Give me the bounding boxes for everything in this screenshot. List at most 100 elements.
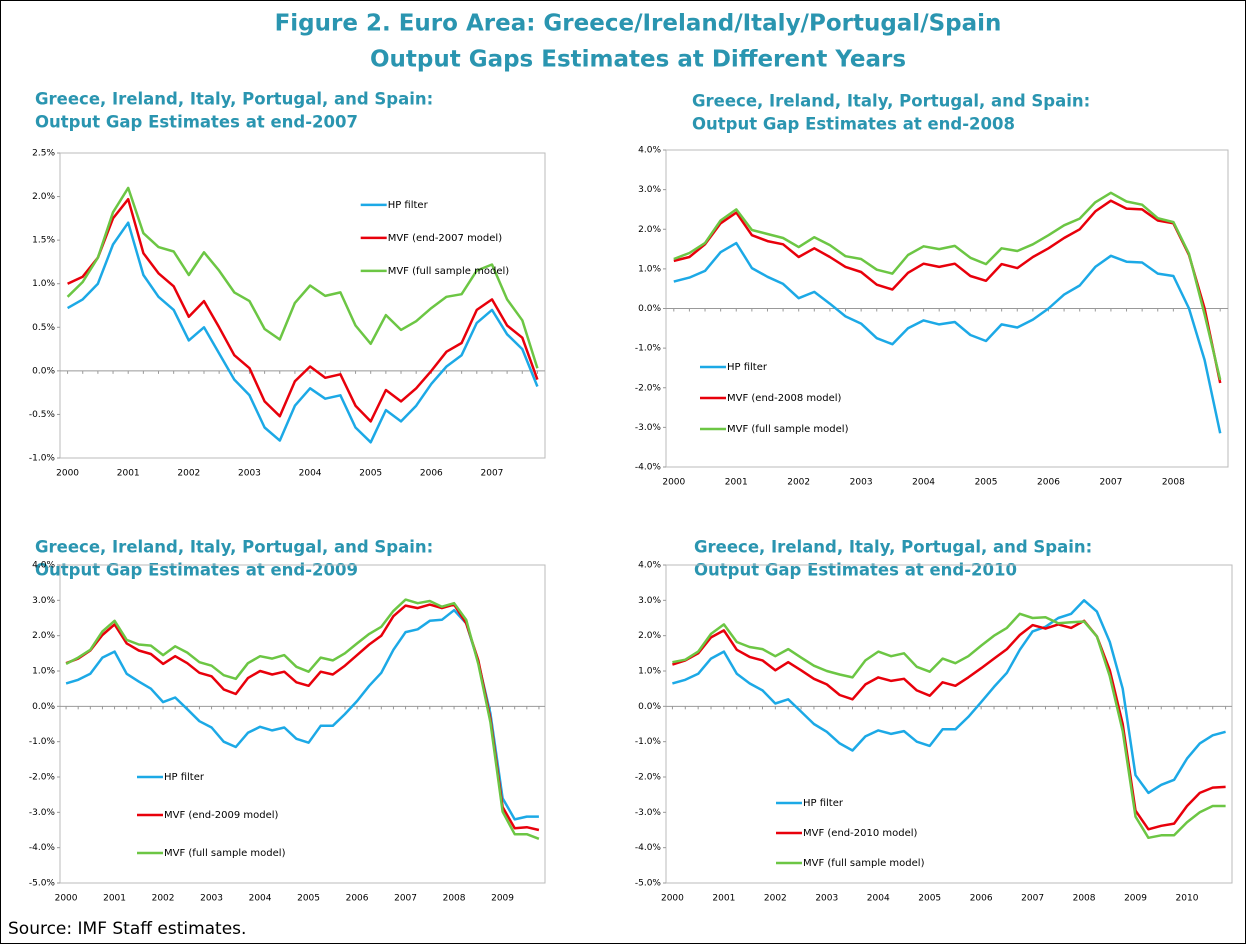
y-tick-label: -1.0% [635, 344, 662, 354]
legend-label: MVF (end-2009 model) [164, 810, 279, 821]
series-line [67, 197, 539, 423]
plot-area [59, 152, 546, 459]
x-tick-label: 2007 [1021, 894, 1044, 904]
x-tick-label: 2006 [420, 469, 443, 479]
x-tick-label: 2004 [299, 469, 322, 479]
figure-title: Figure 2. Euro Area: Greece/Ireland/Ital… [275, 11, 1002, 37]
x-tick-label: 2005 [918, 894, 941, 904]
source-note: Source: IMF Staff estimates. [8, 919, 246, 939]
y-tick-label: -3.0% [29, 808, 56, 818]
legend-label: MVF (end-2010 model) [803, 828, 918, 839]
x-tick-label: 2003 [815, 894, 838, 904]
x-tick-label: 2007 [394, 894, 417, 904]
y-tick-label: -3.0% [635, 423, 662, 433]
y-tick-label: -4.0% [29, 843, 56, 853]
y-tick-label: 2.0% [32, 631, 55, 641]
y-tick-label: -5.0% [635, 879, 662, 889]
x-tick-label: 2002 [764, 894, 787, 904]
series-line [65, 608, 539, 821]
y-tick-label: 1.5% [32, 236, 55, 246]
chart-title: Output Gap Estimates at end-2008 [692, 115, 1015, 134]
x-tick-label: 2003 [200, 894, 223, 904]
x-tick-label: 2002 [152, 894, 175, 904]
y-tick-label: 1.0% [32, 667, 55, 677]
x-tick-label: 2000 [55, 894, 78, 904]
y-tick-label: 1.0% [32, 279, 55, 289]
series-line [65, 598, 540, 840]
series-line [673, 199, 1222, 384]
y-tick-label: 3.0% [32, 596, 55, 606]
x-tick-label: 2010 [1176, 894, 1199, 904]
plot-area [59, 564, 546, 884]
y-tick-label: 1.0% [638, 667, 661, 677]
x-tick-label: 2009 [491, 894, 514, 904]
y-tick-label: 1.0% [638, 264, 661, 274]
y-tick-label: 3.0% [638, 596, 661, 606]
x-tick-label: 2005 [359, 469, 382, 479]
y-tick-label: -3.0% [635, 808, 662, 818]
legend-label: HP filter [727, 362, 768, 373]
chart-title: Output Gap Estimates at end-2009 [35, 561, 358, 580]
chart-title: Greece, Ireland, Italy, Portugal, and Sp… [35, 538, 433, 557]
series-line [66, 186, 539, 369]
legend-label: HP filter [164, 772, 205, 783]
chart-title: Greece, Ireland, Italy, Portugal, and Sp… [35, 90, 433, 109]
y-tick-label: 0.0% [32, 702, 55, 712]
legend-label: HP filter [803, 798, 844, 809]
y-tick-label: -2.0% [635, 773, 662, 783]
x-tick-label: 2000 [661, 894, 684, 904]
chart-title: Greece, Ireland, Italy, Portugal, and Sp… [692, 92, 1090, 111]
figure-title: Output Gaps Estimates at Different Years [370, 47, 906, 73]
x-tick-label: 2004 [249, 894, 272, 904]
legend-label: MVF (full sample model) [727, 424, 849, 435]
x-tick-label: 2001 [725, 478, 748, 488]
x-tick-label: 2008 [1162, 478, 1185, 488]
series-line [66, 221, 539, 444]
x-tick-label: 2005 [297, 894, 320, 904]
x-tick-label: 2006 [346, 894, 369, 904]
x-tick-label: 2007 [481, 469, 504, 479]
chart-title: Output Gap Estimates at end-2010 [694, 561, 1017, 580]
y-tick-label: 2.5% [32, 149, 55, 159]
x-tick-label: 2002 [177, 469, 200, 479]
y-tick-label: -2.0% [29, 773, 56, 783]
legend-label: MVF (end-2007 model) [388, 233, 503, 244]
y-tick-label: 2.0% [32, 192, 55, 202]
series-line [673, 241, 1222, 434]
x-tick-label: 2001 [117, 469, 140, 479]
y-tick-label: -1.0% [29, 454, 56, 464]
y-tick-label: 0.0% [638, 304, 661, 314]
y-tick-label: -5.0% [29, 879, 56, 889]
y-tick-label: 0.5% [32, 323, 55, 333]
y-tick-label: 4.0% [32, 561, 55, 571]
plot-area [665, 564, 1233, 884]
series-line [672, 612, 1226, 840]
x-tick-label: 2004 [867, 894, 890, 904]
chart-title: Greece, Ireland, Italy, Portugal, and Sp… [694, 538, 1092, 557]
legend-label: HP filter [388, 200, 429, 211]
y-tick-label: 0.0% [32, 366, 55, 376]
y-tick-label: -1.0% [635, 737, 662, 747]
series-line [673, 191, 1222, 381]
y-tick-label: 4.0% [638, 146, 661, 156]
y-tick-label: 2.0% [638, 631, 661, 641]
y-tick-label: -1.0% [29, 737, 56, 747]
y-tick-label: -4.0% [635, 463, 662, 473]
legend-label: MVF (full sample model) [388, 266, 510, 277]
x-tick-label: 2001 [712, 894, 735, 904]
x-tick-label: 2008 [443, 894, 466, 904]
y-tick-label: 3.0% [638, 185, 661, 195]
y-tick-label: -2.0% [635, 383, 662, 393]
x-tick-label: 2005 [975, 478, 998, 488]
x-tick-label: 2006 [970, 894, 993, 904]
y-tick-label: -0.5% [29, 410, 56, 420]
y-tick-label: 2.0% [638, 225, 661, 235]
x-tick-label: 2006 [1037, 478, 1060, 488]
x-tick-label: 2003 [850, 478, 873, 488]
y-tick-label: 0.0% [638, 702, 661, 712]
series-line [65, 603, 540, 832]
x-tick-label: 2004 [912, 478, 935, 488]
legend-label: MVF (full sample model) [164, 848, 286, 859]
x-tick-label: 2009 [1124, 894, 1147, 904]
